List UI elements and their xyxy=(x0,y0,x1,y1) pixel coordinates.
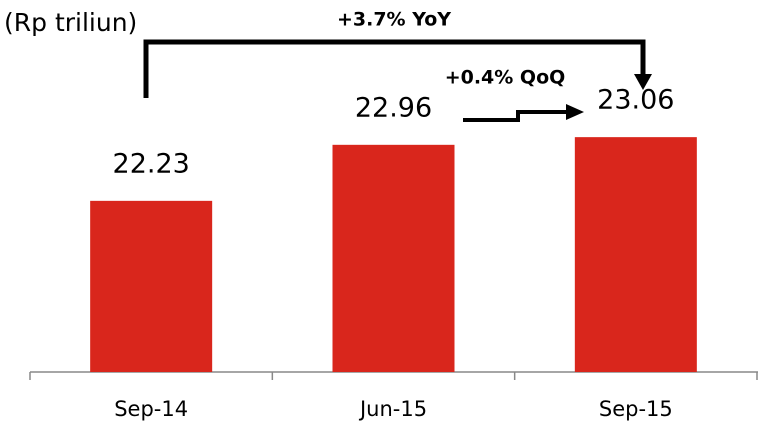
qoq-arrowhead xyxy=(566,104,584,120)
yoy-annotation: +3.7% YoY xyxy=(337,9,451,31)
qoq-annotation: +0.4% QoQ xyxy=(445,67,566,89)
x-tick-label: Sep-14 xyxy=(114,397,188,421)
x-tick-label: Jun-15 xyxy=(358,397,427,421)
yoy-arrowhead xyxy=(634,74,652,90)
bar xyxy=(574,137,697,372)
value-label: 22.23 xyxy=(113,148,190,179)
bar xyxy=(90,200,213,372)
qoq-arrow xyxy=(463,110,570,122)
value-label: 23.06 xyxy=(597,85,674,116)
x-tick-label: Sep-15 xyxy=(599,397,673,421)
yoy-bracket xyxy=(143,39,646,98)
bar xyxy=(332,144,455,372)
value-label: 22.96 xyxy=(355,92,432,123)
unit-label: (Rp triliun) xyxy=(4,8,137,37)
